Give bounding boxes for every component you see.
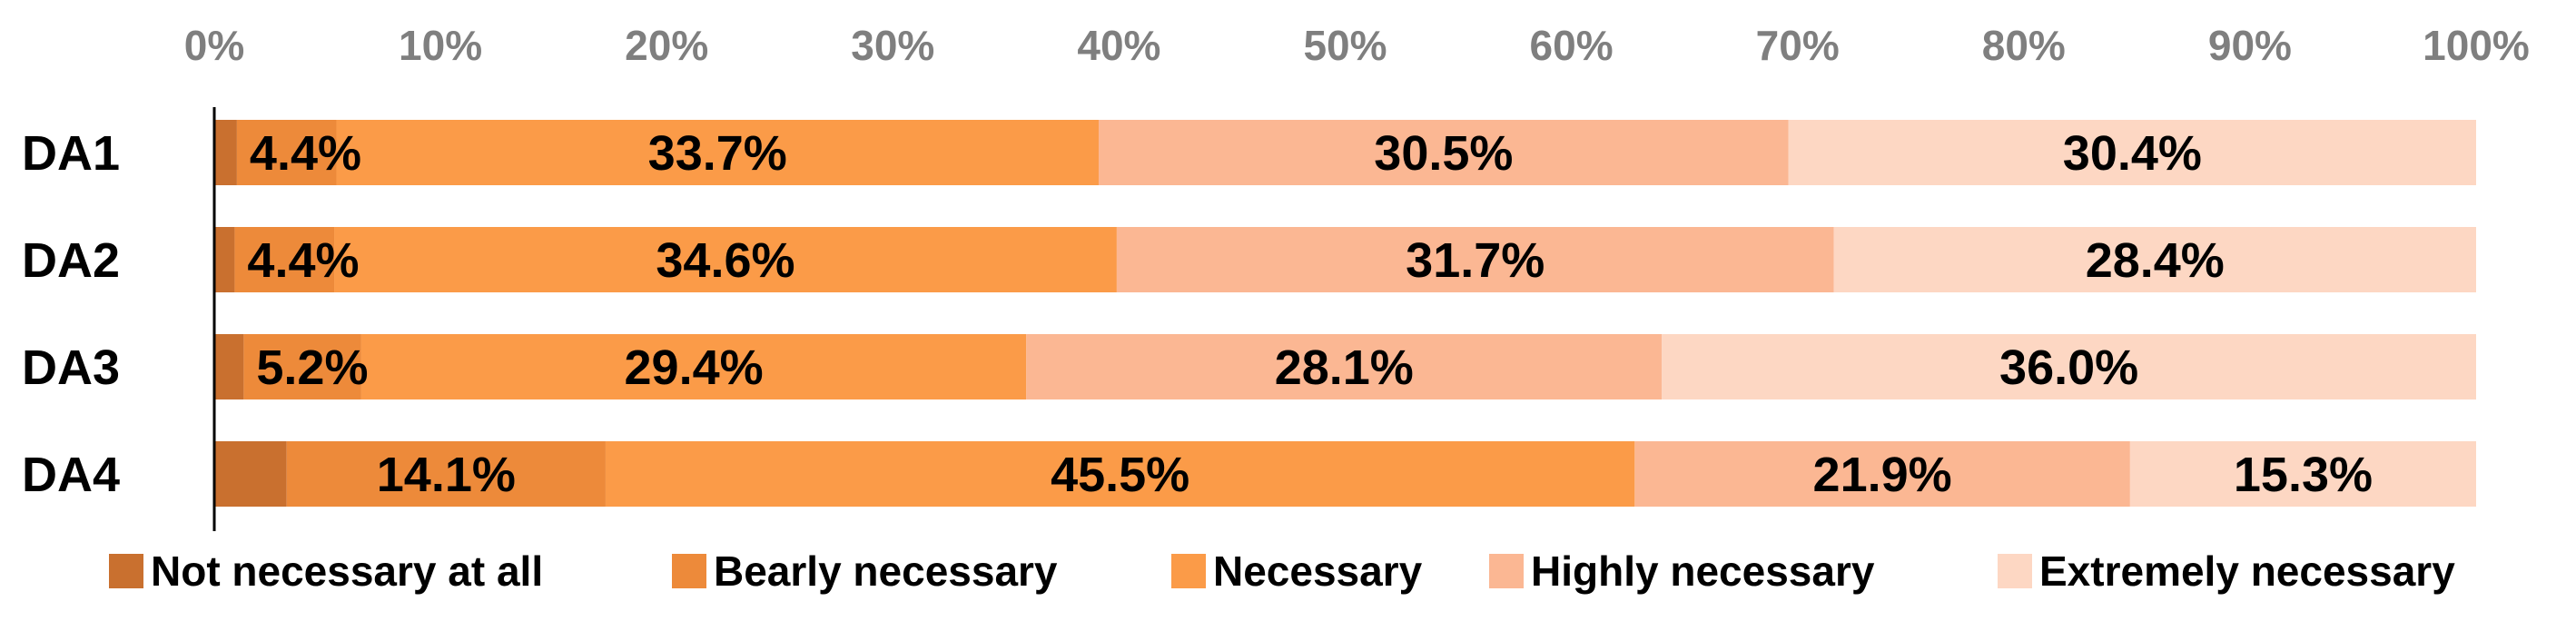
data-label: 30.5%: [1374, 126, 1513, 181]
x-tick-label: 90%: [2208, 22, 2292, 69]
x-tick-label: 50%: [1303, 22, 1387, 69]
data-label: 28.4%: [2086, 233, 2225, 288]
bar-segment: [336, 120, 1099, 185]
bar-segment: [214, 120, 237, 185]
bar-segment: [2129, 441, 2476, 507]
category-label: DA4: [22, 448, 120, 502]
data-label: 5.2%: [256, 340, 368, 395]
x-tick-label: 10%: [399, 22, 482, 69]
data-label: 15.3%: [2234, 448, 2373, 502]
bar-segment: [243, 334, 361, 399]
category-label: DA3: [22, 340, 120, 395]
legend-label: Bearly necessary: [714, 547, 1058, 595]
x-tick-label: 80%: [1982, 22, 2066, 69]
bar-segment: [214, 227, 235, 292]
legend-label: Extremely necessary: [2039, 547, 2455, 595]
data-label: 36.0%: [1999, 340, 2138, 395]
data-label: 30.4%: [2063, 126, 2202, 181]
plot-area: [214, 120, 2476, 507]
data-label: 21.9%: [1813, 448, 1952, 502]
data-label: 4.4%: [247, 233, 359, 288]
bar-segment: [1634, 441, 2130, 507]
legend: Not necessary at all Bearly necessary Nece…: [109, 547, 2455, 595]
legend-label: Not necessary at all: [151, 547, 543, 595]
legend-swatch: [672, 554, 706, 588]
data-label: 45.5%: [1051, 448, 1189, 502]
bar-segment: [1098, 120, 1789, 185]
bar-segment: [214, 334, 244, 399]
data-label: 29.4%: [625, 340, 764, 395]
data-labels: 4.4% 33.7% 30.5% 30.4% 4.4% 34.6% 31.7% 28.4% 5.…: [247, 126, 2373, 502]
data-label: 4.4%: [250, 126, 361, 181]
legend-swatch: [1171, 554, 1206, 588]
bar-segment: [1788, 120, 2476, 185]
data-label: 31.7%: [1406, 233, 1545, 288]
bar-segment: [1662, 334, 2476, 399]
data-label: 33.7%: [648, 126, 787, 181]
x-tick-label: 40%: [1077, 22, 1160, 69]
x-tick-label: 100%: [2423, 22, 2530, 69]
bar-segment: [1026, 334, 1663, 399]
x-axis-ticks: 0% 10% 20% 30% 40% 50% 60% 70% 80% 90% 100%: [184, 22, 2530, 69]
bar-segment: [234, 227, 335, 292]
legend-label: Highly necessary: [1531, 547, 1875, 595]
data-label: 34.6%: [656, 233, 795, 288]
bar-segment: [1833, 227, 2476, 292]
bar-segment: [236, 120, 337, 185]
data-label: 28.1%: [1275, 340, 1414, 395]
legend-label: Necessary: [1213, 547, 1423, 595]
legend-swatch: [109, 554, 143, 588]
x-tick-label: 0%: [184, 22, 244, 69]
bar-segment: [334, 227, 1117, 292]
x-tick-label: 70%: [1756, 22, 1840, 69]
legend-swatch: [1998, 554, 2032, 588]
x-tick-label: 30%: [851, 22, 934, 69]
x-tick-label: 20%: [625, 22, 708, 69]
category-label: DA1: [22, 126, 120, 181]
bar-segment: [360, 334, 1027, 399]
legend-swatch: [1489, 554, 1524, 588]
bar-segment: [214, 441, 287, 507]
bar-segment: [605, 441, 1635, 507]
y-axis-categories: DA1 DA2 DA3 DA4: [22, 126, 120, 502]
data-label: 14.1%: [377, 448, 516, 502]
bar-segment: [1116, 227, 1834, 292]
category-label: DA2: [22, 233, 120, 288]
bar-segment: [286, 441, 606, 507]
x-tick-label: 60%: [1530, 22, 1614, 69]
